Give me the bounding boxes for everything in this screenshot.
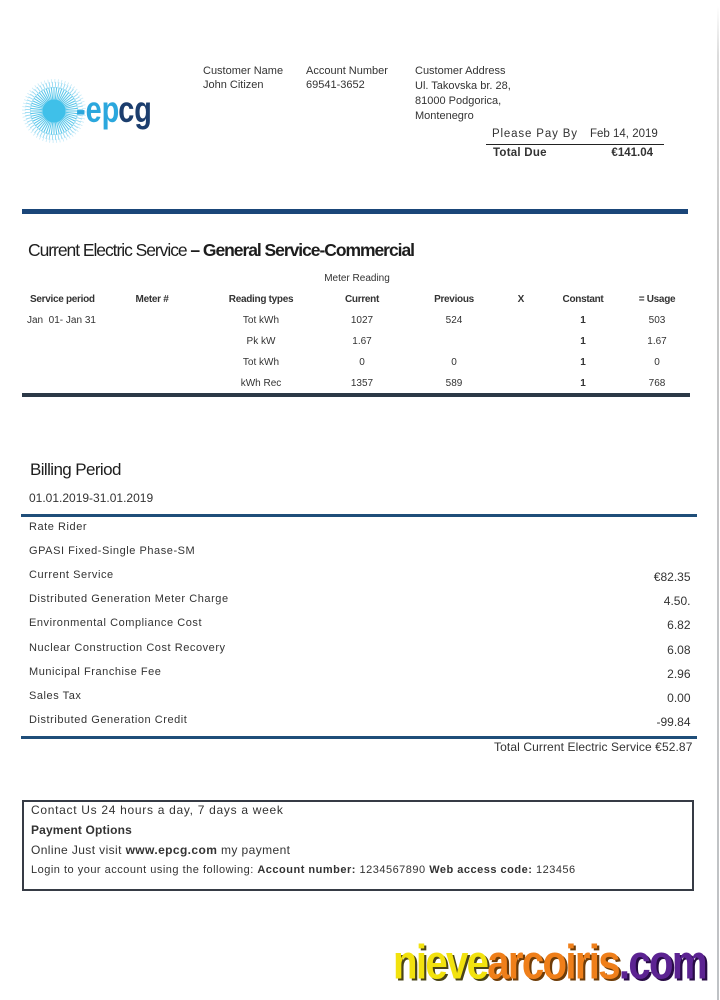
svg-text:-ep: -ep xyxy=(76,90,119,131)
svg-text:cg: cg xyxy=(118,90,152,131)
svg-text:nievearcoiris.com: nievearcoiris.com xyxy=(395,938,708,991)
svg-text:nievearcoiris.com: nievearcoiris.com xyxy=(393,936,706,989)
